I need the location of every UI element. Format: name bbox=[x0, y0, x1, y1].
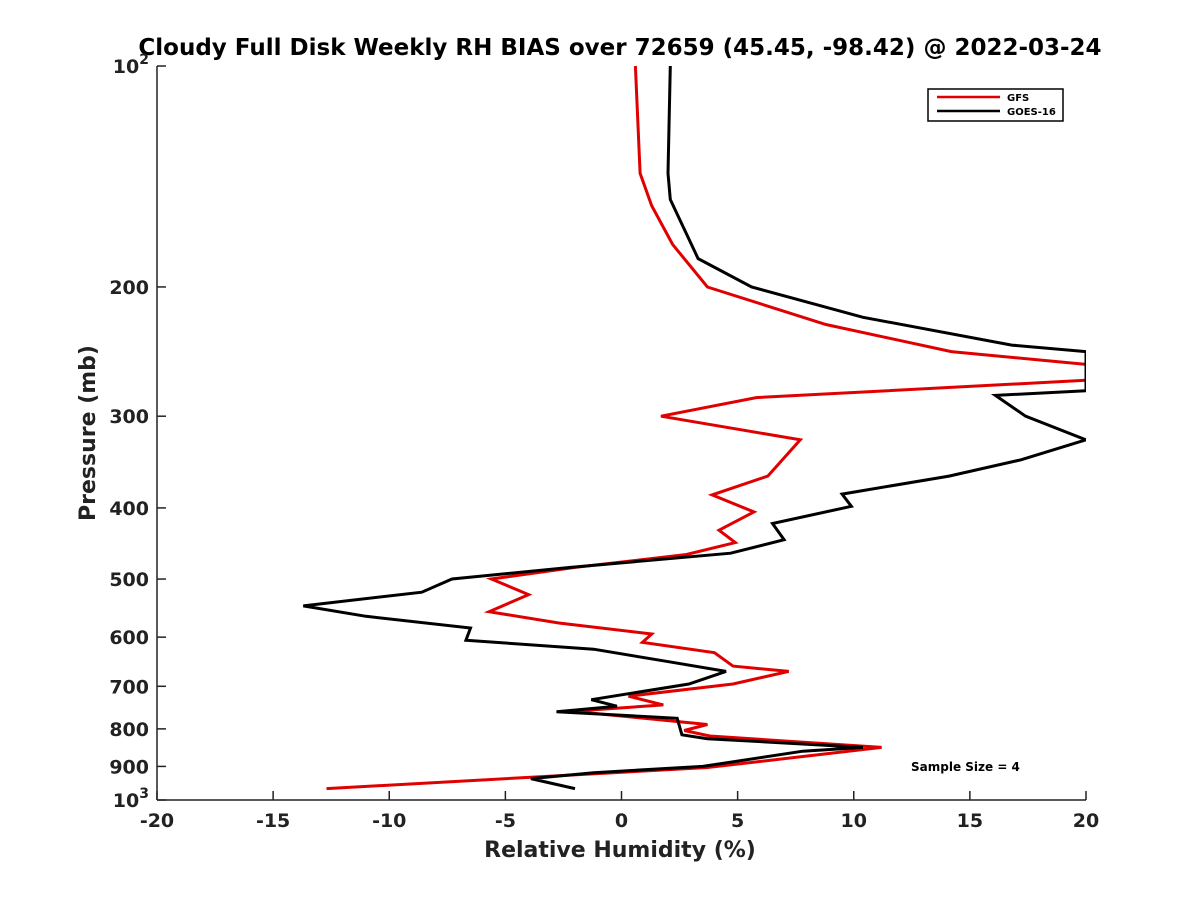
x-tick-label: -20 bbox=[140, 810, 174, 832]
y-tick-label: 200 bbox=[109, 277, 149, 299]
y-tick-label: 400 bbox=[109, 498, 149, 520]
y-tick-label: 300 bbox=[109, 406, 149, 428]
y-tick-label: 103 bbox=[113, 786, 149, 812]
x-tick-label: -15 bbox=[256, 810, 290, 832]
legend-box bbox=[927, 88, 1064, 122]
y-tick-label: 800 bbox=[109, 719, 149, 741]
y-tick-label: 900 bbox=[109, 756, 149, 778]
chart-title: Cloudy Full Disk Weekly RH BIAS over 726… bbox=[138, 35, 1101, 61]
x-tick-label: 5 bbox=[731, 810, 744, 832]
y-tick-label: 500 bbox=[109, 569, 149, 591]
legend-label-goes-16: GOES-16 bbox=[1007, 107, 1056, 118]
y-tick-label: 600 bbox=[109, 627, 149, 649]
series-line-gfs bbox=[326, 65, 1086, 791]
legend-label-gfs: GFS bbox=[1007, 93, 1029, 104]
y-axis-label: Pressure (mb) bbox=[76, 345, 101, 521]
x-axis-label: Relative Humidity (%) bbox=[484, 838, 756, 863]
legend: GFS GOES-16 bbox=[927, 88, 1064, 122]
x-tick-label: -10 bbox=[372, 810, 406, 832]
x-tick-label: 20 bbox=[1073, 810, 1099, 832]
x-tick-label: 15 bbox=[957, 810, 983, 832]
y-tick-label: 102 bbox=[113, 52, 149, 78]
x-tick-label: 0 bbox=[615, 810, 628, 832]
sample-size-annotation: Sample Size = 4 bbox=[911, 760, 1020, 774]
y-tick-label: 700 bbox=[109, 676, 149, 698]
x-tick-label: -5 bbox=[495, 810, 516, 832]
x-tick-label: 10 bbox=[841, 810, 867, 832]
series-line-goes-16 bbox=[303, 65, 1086, 791]
